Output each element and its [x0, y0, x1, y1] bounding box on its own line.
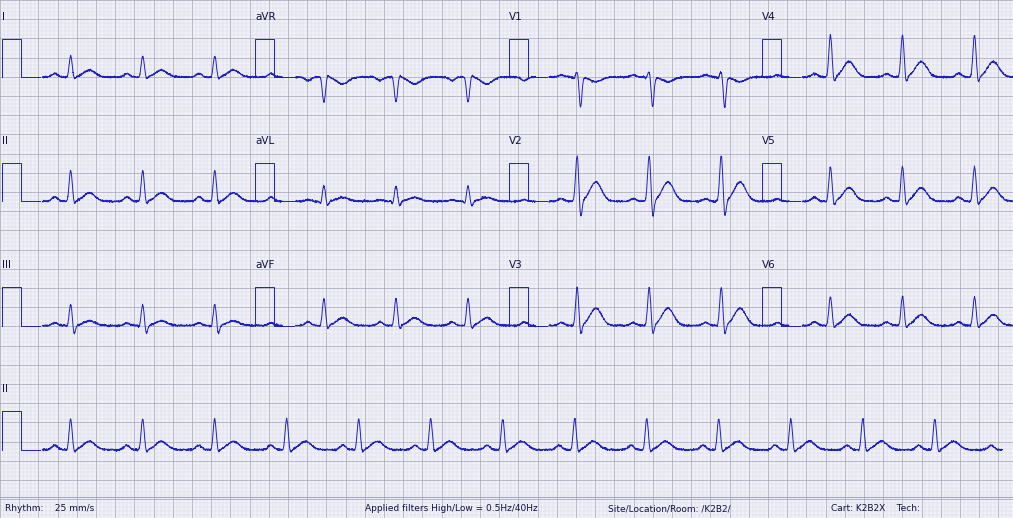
Text: I: I [2, 11, 5, 22]
Text: Applied filters High/Low = 0.5Hz/40Hz: Applied filters High/Low = 0.5Hz/40Hz [365, 504, 538, 513]
Text: Site/Location/Room: /K2B2/: Site/Location/Room: /K2B2/ [608, 504, 730, 513]
Text: V1: V1 [509, 11, 523, 22]
Text: Rhythm:    25 mm/s: Rhythm: 25 mm/s [5, 504, 94, 513]
Text: Cart: K2B2X    Tech:: Cart: K2B2X Tech: [831, 504, 920, 513]
Text: V4: V4 [762, 11, 776, 22]
Text: aVL: aVL [255, 136, 275, 146]
Text: V5: V5 [762, 136, 776, 146]
Text: aVF: aVF [255, 260, 275, 270]
Text: III: III [2, 260, 11, 270]
Text: V3: V3 [509, 260, 523, 270]
Text: V2: V2 [509, 136, 523, 146]
Text: II: II [2, 136, 8, 146]
Text: II: II [2, 384, 8, 394]
Text: aVR: aVR [255, 11, 276, 22]
Text: V6: V6 [762, 260, 776, 270]
